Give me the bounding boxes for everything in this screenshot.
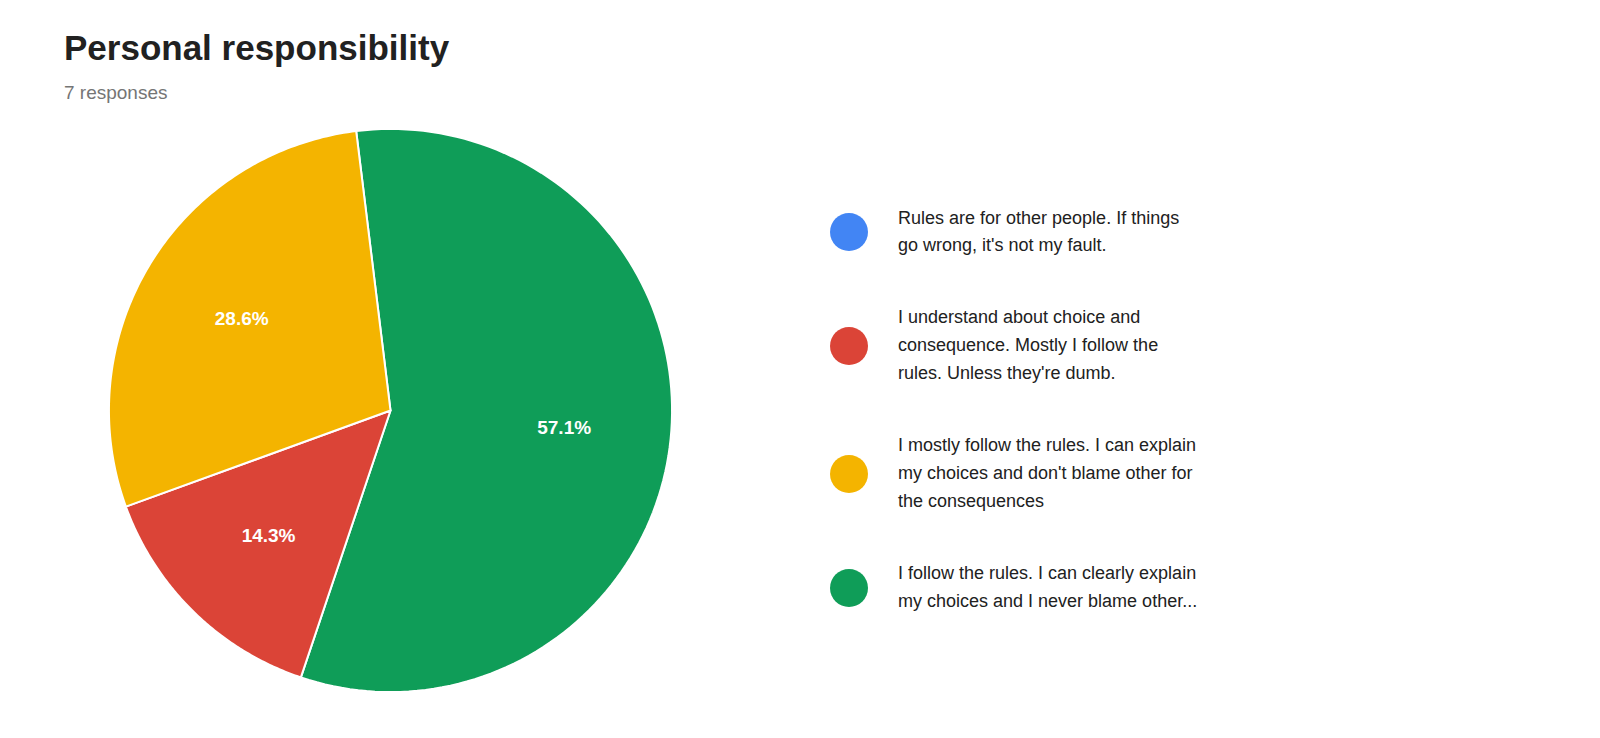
html-text:Rules are for other people. If: Rules are for other people. If things go… (898, 207, 1180, 256)
html-text:Personal responsibility: Personal responsibility (64, 28, 450, 67)
html-text:I mostly follow the rules. I c: I mostly follow the rules. I can explain… (898, 435, 1197, 511)
html-text:7 responses: 7 responses (64, 82, 168, 103)
html-text:I follow the rules. I can clea: I follow the rules. I can clearly explai… (898, 562, 1198, 611)
svg-text:14.3%: 14.3% (242, 525, 296, 546)
svg-text:28.6%: 28.6% (215, 308, 269, 329)
svg-text:57.1%: 57.1% (537, 417, 591, 438)
html-text:I understand about choice and: I understand about choice and consequenc… (898, 307, 1159, 384)
